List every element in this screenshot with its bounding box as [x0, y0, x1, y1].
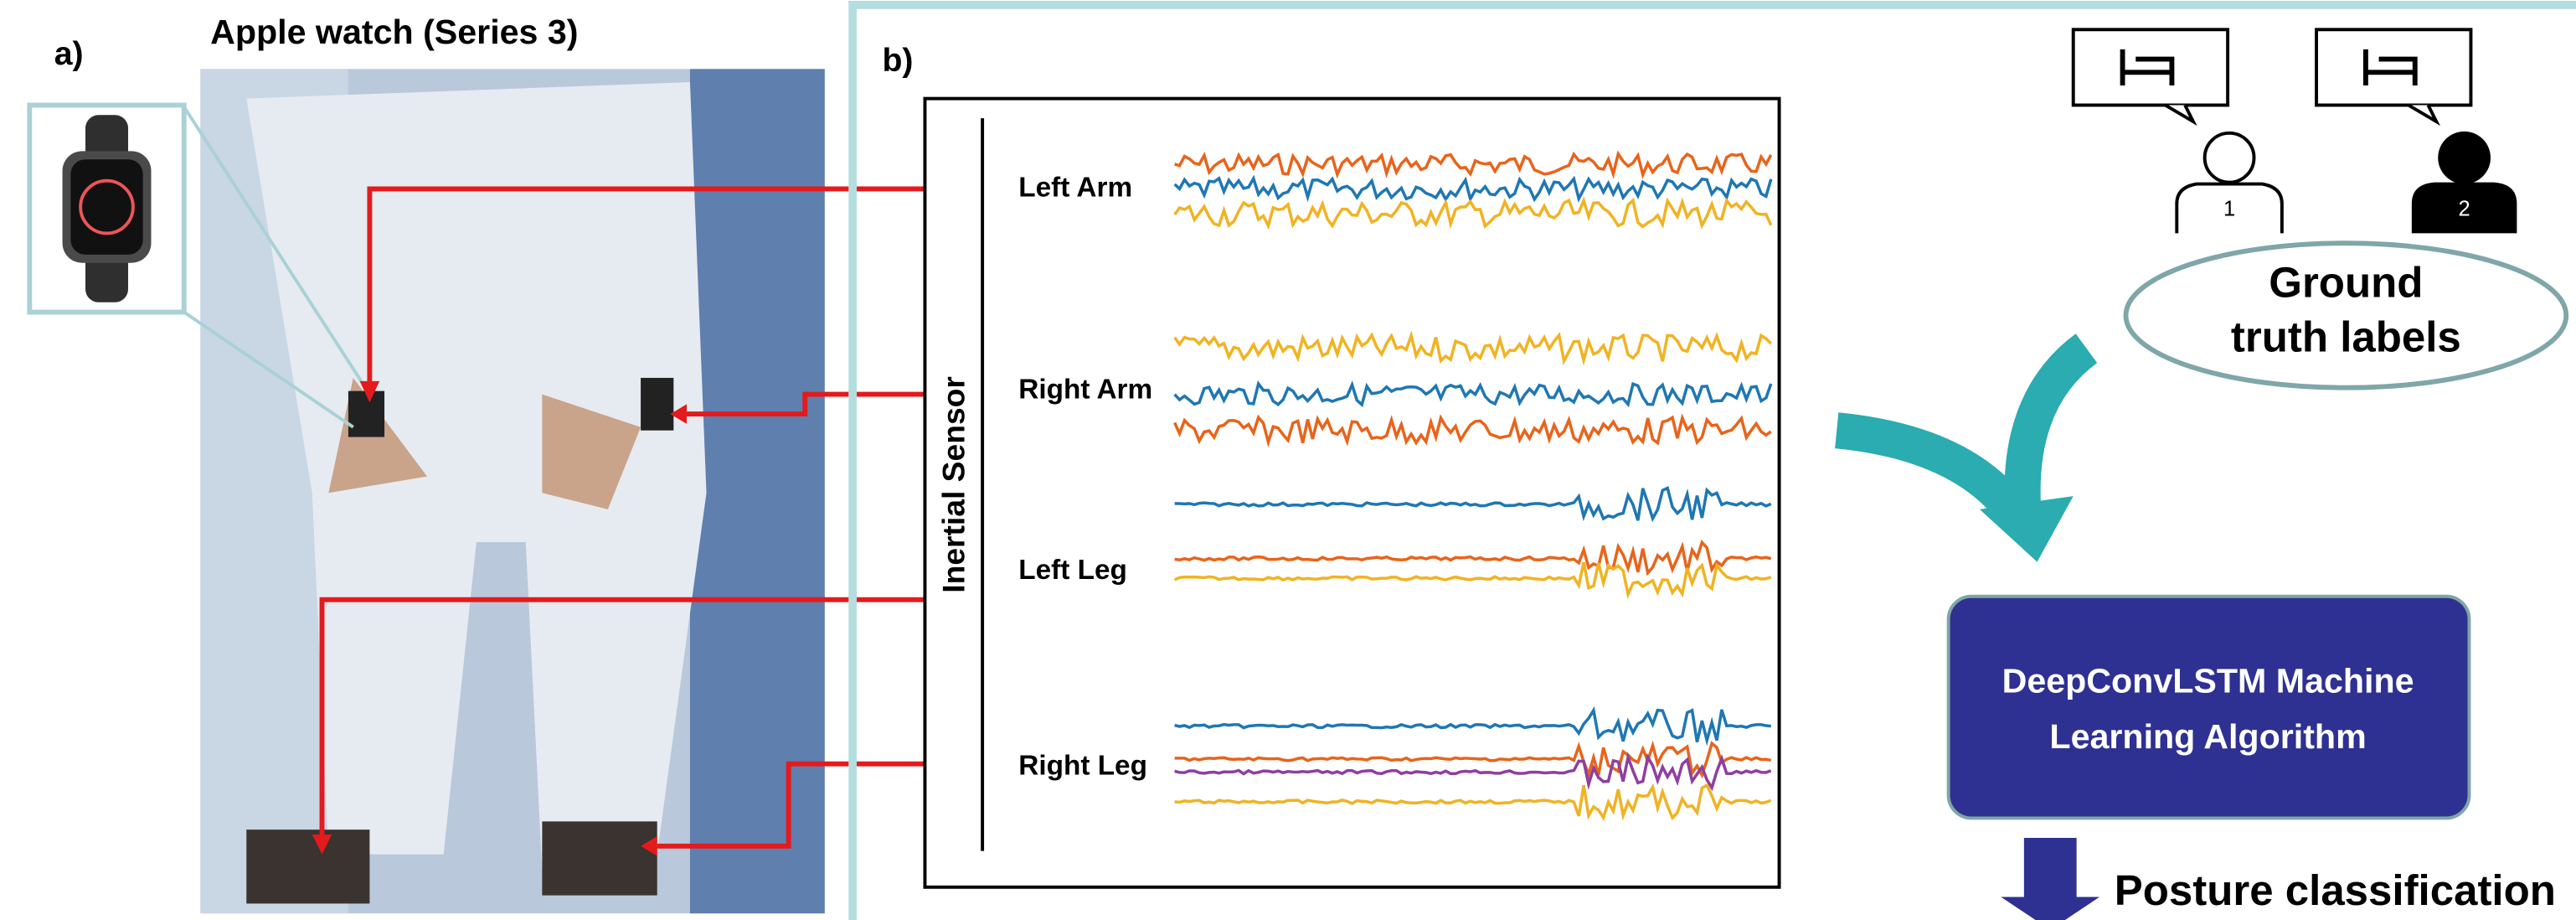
panel-label: a) [54, 35, 84, 72]
ground-truth-label: truth labels [2231, 313, 2461, 360]
axis-label: Inertial Sensor [936, 376, 971, 593]
signal-trace [1174, 540, 1772, 576]
sensor-labels: Left Arm Right Arm Left Leg Right Leg [1018, 172, 1152, 781]
signal-trace [1174, 752, 1772, 792]
signal-trace [1173, 380, 1773, 408]
sensor-label: Right Arm [1018, 374, 1152, 405]
model-label: Learning Algorithm [2049, 717, 2366, 756]
output-label: Posture classification [2115, 866, 2556, 914]
signal-box [923, 96, 1781, 889]
signal-trace [1173, 174, 1773, 204]
signal-trace [1174, 783, 1772, 821]
signal-traces [1173, 150, 1773, 821]
watch-inset [27, 102, 372, 429]
annotators [2071, 28, 2517, 234]
output-arrow [2001, 837, 2100, 920]
annotator-id: 2 [2459, 198, 2470, 221]
signal-trace [1173, 196, 1773, 230]
signal-trace [1174, 740, 1772, 779]
annotator-id: 1 [2223, 198, 2235, 221]
signal-trace [1174, 150, 1773, 179]
signal-trace [1173, 561, 1772, 599]
merge-arrow [1835, 333, 2098, 562]
ground-truth-label: Ground [2269, 259, 2423, 307]
sensor-label: Left Leg [1018, 555, 1127, 586]
signal-trace [1174, 486, 1772, 523]
signal-trace [1174, 706, 1771, 747]
signal-trace [1173, 330, 1773, 366]
panel-label: b) [882, 42, 913, 79]
photo [200, 69, 825, 914]
model-label: DeepConvLSTM Machine [2002, 662, 2414, 700]
sensor-label: Right Leg [1018, 750, 1147, 781]
sensor-leads [312, 186, 934, 856]
panel-border [848, 0, 2576, 920]
ground-truth-ellipse [2123, 240, 2569, 390]
panel-title: Apple watch (Series 3) [210, 13, 578, 51]
model-box [1946, 594, 2471, 820]
sensor-label: Left Arm [1018, 172, 1132, 203]
signal-trace [1173, 413, 1772, 447]
